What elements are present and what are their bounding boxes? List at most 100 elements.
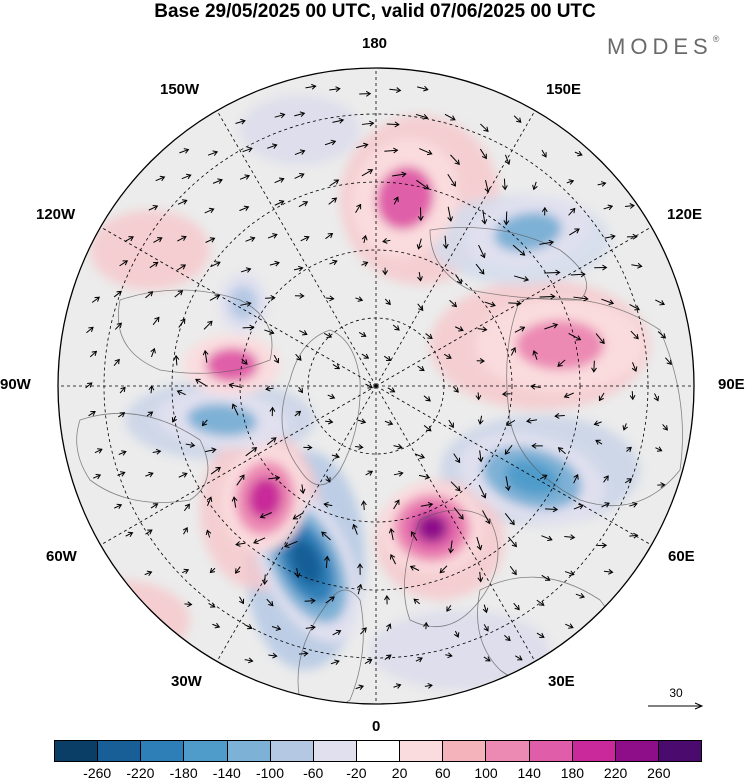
wind-arrow [118, 412, 126, 418]
wind-arrow [515, 655, 523, 661]
wind-arrow [568, 207, 576, 216]
wind-arrow [242, 324, 255, 331]
wind-arrow [417, 207, 424, 222]
wind-arrow [357, 418, 367, 425]
wind-arrow [207, 150, 219, 156]
wind-arrow [597, 181, 607, 187]
meridian-line [216, 385, 377, 662]
wind-arrow [453, 507, 464, 520]
wind-arrow [477, 571, 484, 583]
wind-arrow [267, 143, 278, 149]
wind-arrow [393, 683, 402, 689]
wind-arrow [299, 484, 306, 495]
map-title: Base 29/05/2025 00 UTC, valid 07/06/2025… [154, 1, 596, 22]
wind-arrow [508, 536, 517, 548]
wind-arrow [423, 395, 431, 402]
wind-arrow [453, 453, 461, 464]
wind-arrow [266, 598, 274, 607]
wind-arrow [624, 478, 633, 484]
wind-arrow [454, 326, 464, 332]
wind-arrow [185, 442, 196, 448]
wind-arrow [557, 447, 566, 455]
wind-arrow [416, 179, 430, 190]
wind-arrow [205, 447, 217, 454]
wind-arrow [565, 623, 574, 629]
wind-arrow [573, 504, 584, 510]
colorbar-tick-label: -20 [346, 765, 367, 781]
wind-arrow [417, 303, 424, 312]
wind-arrow [173, 354, 180, 366]
lon-label-120e: 120E [667, 206, 703, 223]
wind-arrow [513, 115, 522, 123]
wind-arrow [415, 453, 426, 459]
wind-arrow [264, 329, 275, 335]
wind-arrow [569, 228, 580, 236]
wind-arrow [591, 360, 597, 373]
wind-arrow [174, 290, 184, 298]
wind-arrow [384, 654, 392, 660]
lon-label-150w: 150W [160, 81, 200, 98]
wind-arrow [393, 196, 399, 205]
wind-arrow [417, 365, 425, 372]
wind-arrow [393, 499, 400, 510]
colorbar-bin [270, 741, 314, 761]
wind-arrow [212, 622, 221, 629]
wind-arrow [144, 570, 153, 577]
wind-arrow [536, 632, 545, 638]
wind-arrow [532, 350, 538, 360]
wind-arrow [205, 237, 216, 243]
wind-arrow [479, 148, 487, 160]
wind-arrow [387, 387, 396, 393]
wind-arrow [386, 121, 400, 128]
wind-arrow [325, 232, 334, 240]
latitude-circle [239, 249, 513, 523]
lon-label-150e: 150E [546, 81, 582, 98]
wind-arrow [541, 535, 553, 542]
wind-arrow [195, 378, 208, 387]
colorbar-tick-label: 100 [474, 765, 498, 781]
wind-arrow [294, 568, 301, 579]
anomaly-halo [240, 95, 360, 165]
wind-arrow [417, 85, 429, 92]
meridian-line [100, 226, 377, 387]
wind-arrow [85, 382, 93, 389]
wind-arrow [530, 383, 541, 390]
wind-arrow [113, 358, 120, 367]
wind-arrow [298, 650, 309, 657]
wind-arrow [356, 583, 363, 595]
wind-arrow [392, 171, 407, 178]
anomaly-center [184, 335, 280, 395]
wind-arrow [541, 149, 547, 158]
wind-arrow [294, 410, 302, 417]
colorbar-tick-label: 60 [435, 765, 451, 781]
wind-arrow [152, 448, 162, 455]
lon-label-90e: 90E [718, 376, 745, 393]
wind-arrow [294, 173, 305, 179]
wind-arrow [384, 420, 394, 426]
wind-arrow [482, 604, 489, 614]
wind-arrow [148, 205, 159, 211]
wind-arrow [245, 236, 256, 242]
wind-arrow [205, 529, 212, 538]
wind-arrow [657, 482, 666, 488]
wind-arrow [244, 657, 254, 664]
anomaly-halo [58, 580, 190, 660]
wind-arrow [483, 624, 489, 632]
colorbar-tick-label: -260 [83, 765, 112, 781]
wind-arrow [325, 418, 334, 425]
colorbar-tick-label: -60 [303, 765, 324, 781]
wind-arrow [268, 652, 278, 659]
map-disc [58, 68, 694, 704]
wind-arrow [484, 180, 491, 193]
colorbar-bin [658, 741, 702, 761]
wind-arrow [298, 201, 309, 208]
wind-arrow [321, 531, 331, 541]
wind-arrow [355, 684, 365, 691]
colorbar-tick-label: -180 [169, 765, 198, 781]
wind-arrow [544, 269, 561, 276]
wind-arrow [594, 264, 608, 271]
wind-arrow [484, 301, 496, 308]
wind-arrow [539, 293, 556, 300]
wind-arrow [119, 386, 126, 394]
